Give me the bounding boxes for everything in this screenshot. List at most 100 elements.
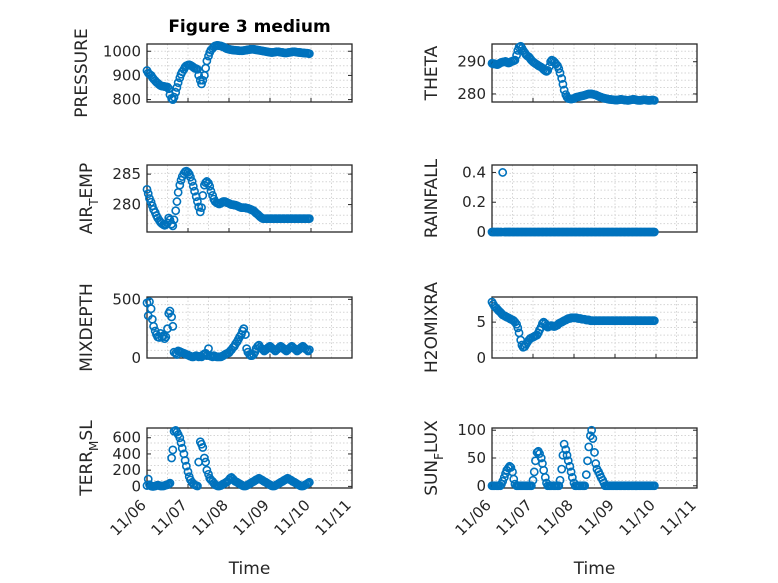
y-axis-label-tail: EMP [77, 163, 97, 199]
axes-box [146, 43, 353, 103]
data-point [173, 78, 183, 88]
data-point [554, 481, 564, 491]
data-point [172, 83, 182, 92]
y-axis-label-subscript: M [87, 441, 101, 451]
data-point [188, 181, 198, 191]
data-point [566, 467, 576, 477]
data-point [177, 443, 187, 453]
data-point [558, 79, 568, 89]
data-point [559, 439, 569, 449]
data-point [202, 465, 212, 475]
data-point [583, 456, 592, 466]
x-axis-label: Time [573, 559, 616, 579]
y-axis-label-subscript: T [87, 198, 101, 207]
y-tick-label: 285 [112, 165, 141, 183]
data-point [198, 191, 208, 200]
data-point [167, 312, 176, 322]
data-point [193, 64, 202, 74]
data-point [193, 481, 202, 491]
y-axis-label-main: AIR [77, 206, 97, 235]
data-point [581, 470, 591, 480]
data-point [304, 345, 314, 355]
data-point [193, 197, 202, 206]
data-point [649, 481, 659, 491]
data-point [275, 343, 284, 352]
data-point [304, 214, 314, 223]
data-point [168, 445, 178, 455]
y-tick-label: 400 [112, 445, 141, 463]
y-axis-label: TERRMSL [77, 420, 101, 497]
y-axis-label: SUNFLUX [422, 420, 446, 496]
y-axis-label-main: MIXDEPTH [77, 283, 97, 372]
y-tick-label: 290 [457, 53, 486, 71]
y-axis-label-main: TERR [77, 451, 97, 497]
data-point [187, 177, 197, 186]
data-point [495, 481, 505, 491]
data-point [165, 478, 175, 488]
data-point [559, 85, 569, 95]
data-point [176, 438, 186, 447]
data-point [529, 467, 539, 477]
y-axis-label: RAINFALL [422, 158, 442, 238]
y-tick-label: 0.4 [462, 163, 486, 181]
data-point [557, 464, 567, 474]
data-point [186, 172, 195, 182]
data-point [304, 477, 314, 487]
subplot-theta: 280 290 THETA [422, 41, 698, 105]
y-tick-label: 0 [476, 477, 486, 495]
data-point [190, 186, 199, 196]
data-point [168, 221, 178, 231]
data-point [649, 316, 659, 326]
axes-box [491, 296, 698, 359]
subplot-air: 280 285 AIRTEMP [77, 163, 353, 235]
data-point [649, 95, 659, 105]
data-point [172, 197, 182, 206]
data-point [171, 206, 181, 216]
data-point [198, 443, 208, 452]
data-point [175, 180, 185, 190]
subplot-mixdepth: 0 500 MIXDEPTH [77, 283, 353, 372]
y-tick-label: 0 [131, 349, 141, 367]
y-tick-label: 600 [112, 429, 141, 447]
y-tick-label: 0 [476, 223, 486, 241]
data-point [587, 425, 597, 435]
data-point [161, 332, 171, 342]
y-axis-label: H2OMIXRA [422, 282, 442, 373]
data-point [163, 324, 172, 334]
data-point [498, 168, 508, 177]
data-point [143, 189, 153, 199]
y-axis-label-main: H2OMIXRA [422, 282, 442, 373]
data-point [649, 227, 659, 237]
data-point [206, 186, 216, 196]
data-point [565, 461, 575, 471]
data-point [175, 433, 185, 443]
data-point [167, 453, 176, 463]
data-point [588, 434, 598, 443]
data-point [590, 448, 599, 457]
y-axis-label-tail: SL [77, 420, 97, 441]
data-point [169, 92, 179, 102]
data-point [510, 55, 520, 65]
data-point [183, 467, 193, 477]
data-series [487, 425, 659, 491]
y-tick-label: 280 [457, 85, 486, 103]
data-point [557, 74, 567, 83]
data-point [165, 306, 175, 316]
data-series [142, 426, 314, 491]
y-tick-label: 50 [467, 449, 486, 467]
data-point [160, 334, 170, 344]
data-point [199, 453, 209, 463]
data-point [181, 461, 191, 471]
axes-box [146, 164, 353, 233]
data-series [142, 297, 314, 362]
y-tick-label: 800 [112, 91, 141, 109]
data-point [168, 321, 178, 331]
data-point [198, 75, 208, 85]
y-tick-label: 280 [112, 196, 141, 214]
y-tick-label: 0 [476, 349, 486, 367]
y-axis-label-main: THETA [422, 45, 442, 101]
y-axis-label: PRESSURE [72, 28, 92, 117]
data-point [540, 473, 550, 482]
y-tick-label: 1000 [103, 42, 141, 60]
